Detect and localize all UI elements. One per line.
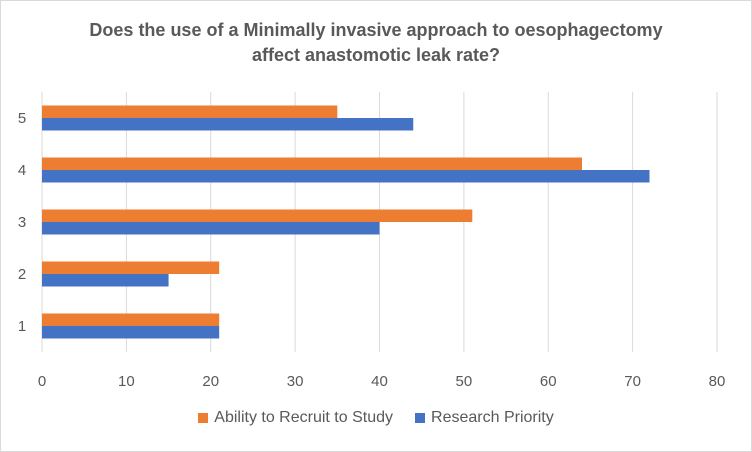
bar-ability-to-recruit-4 bbox=[42, 157, 582, 170]
bar-research-priority-3 bbox=[42, 222, 380, 235]
legend-label: Research Priority bbox=[431, 409, 554, 426]
bar-ability-to-recruit-3 bbox=[42, 209, 473, 222]
chart-title-line-1: Does the use of a Minimally invasive app… bbox=[89, 20, 663, 40]
chart-legend: Ability to Recruit to Study Research Prio… bbox=[0, 409, 752, 427]
x-tick-label-20: 20 bbox=[202, 373, 219, 390]
bar-research-priority-4 bbox=[42, 170, 650, 183]
bar-ability-to-recruit-2 bbox=[42, 261, 220, 274]
legend-item-research-priority: Research Priority bbox=[415, 409, 554, 427]
x-tick-label-50: 50 bbox=[456, 373, 473, 390]
y-tick-label-1: 1 bbox=[18, 318, 26, 335]
y-tick-label-2: 2 bbox=[18, 266, 26, 283]
legend-swatch bbox=[198, 413, 209, 423]
x-tick-label-10: 10 bbox=[118, 373, 135, 390]
legend-label: Ability to Recruit to Study bbox=[214, 409, 394, 426]
bar-ability-to-recruit-5 bbox=[42, 105, 338, 118]
x-tick-label-70: 70 bbox=[624, 373, 641, 390]
legend-swatch bbox=[415, 413, 426, 423]
x-tick-label-60: 60 bbox=[540, 373, 557, 390]
bar-research-priority-1 bbox=[42, 326, 220, 339]
y-tick-label-5: 5 bbox=[18, 110, 26, 127]
y-tick-label-3: 3 bbox=[18, 214, 26, 231]
chart-title: Does the use of a Minimally invasive app… bbox=[0, 18, 752, 68]
legend-item-ability-to-recruit: Ability to Recruit to Study bbox=[198, 409, 393, 427]
x-tick-label-30: 30 bbox=[287, 373, 304, 390]
x-tick-label-80: 80 bbox=[709, 373, 726, 390]
bar-research-priority-5 bbox=[42, 118, 414, 131]
y-tick-label-4: 4 bbox=[18, 162, 26, 179]
x-tick-label-0: 0 bbox=[38, 373, 46, 390]
bar-research-priority-2 bbox=[42, 274, 169, 287]
x-tick-label-40: 40 bbox=[371, 373, 388, 390]
bar-ability-to-recruit-1 bbox=[42, 313, 220, 326]
chart-title-line-2: affect anastomotic leak rate? bbox=[251, 45, 501, 65]
